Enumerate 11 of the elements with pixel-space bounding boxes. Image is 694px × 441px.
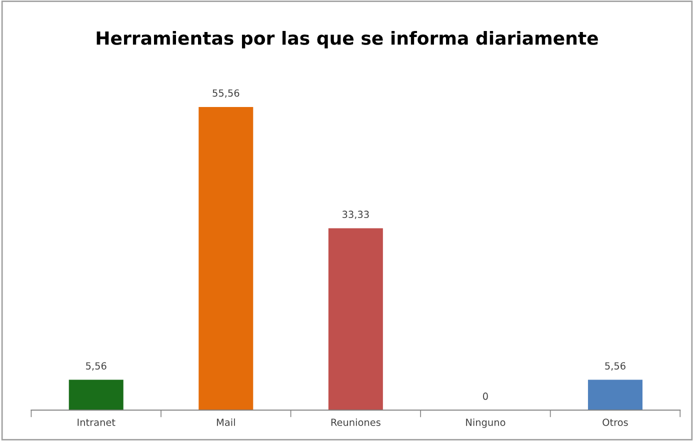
- data-label: 33,33: [342, 210, 369, 220]
- data-label: 5,56: [605, 362, 626, 371]
- x-tick-label: Mail: [216, 418, 235, 426]
- x-tick-label: Intranet: [78, 418, 116, 426]
- data-label: 0: [483, 392, 488, 400]
- data-label: 55,56: [212, 89, 240, 98]
- chart-title: Herramientas por las que se informa diariamente: [96, 30, 598, 48]
- data-label: 5,56: [86, 362, 106, 371]
- x-tick-label: Reuniones: [331, 418, 380, 426]
- x-tick-label: Otros: [602, 418, 628, 426]
- x-tick-label: Ninguno: [466, 418, 506, 428]
